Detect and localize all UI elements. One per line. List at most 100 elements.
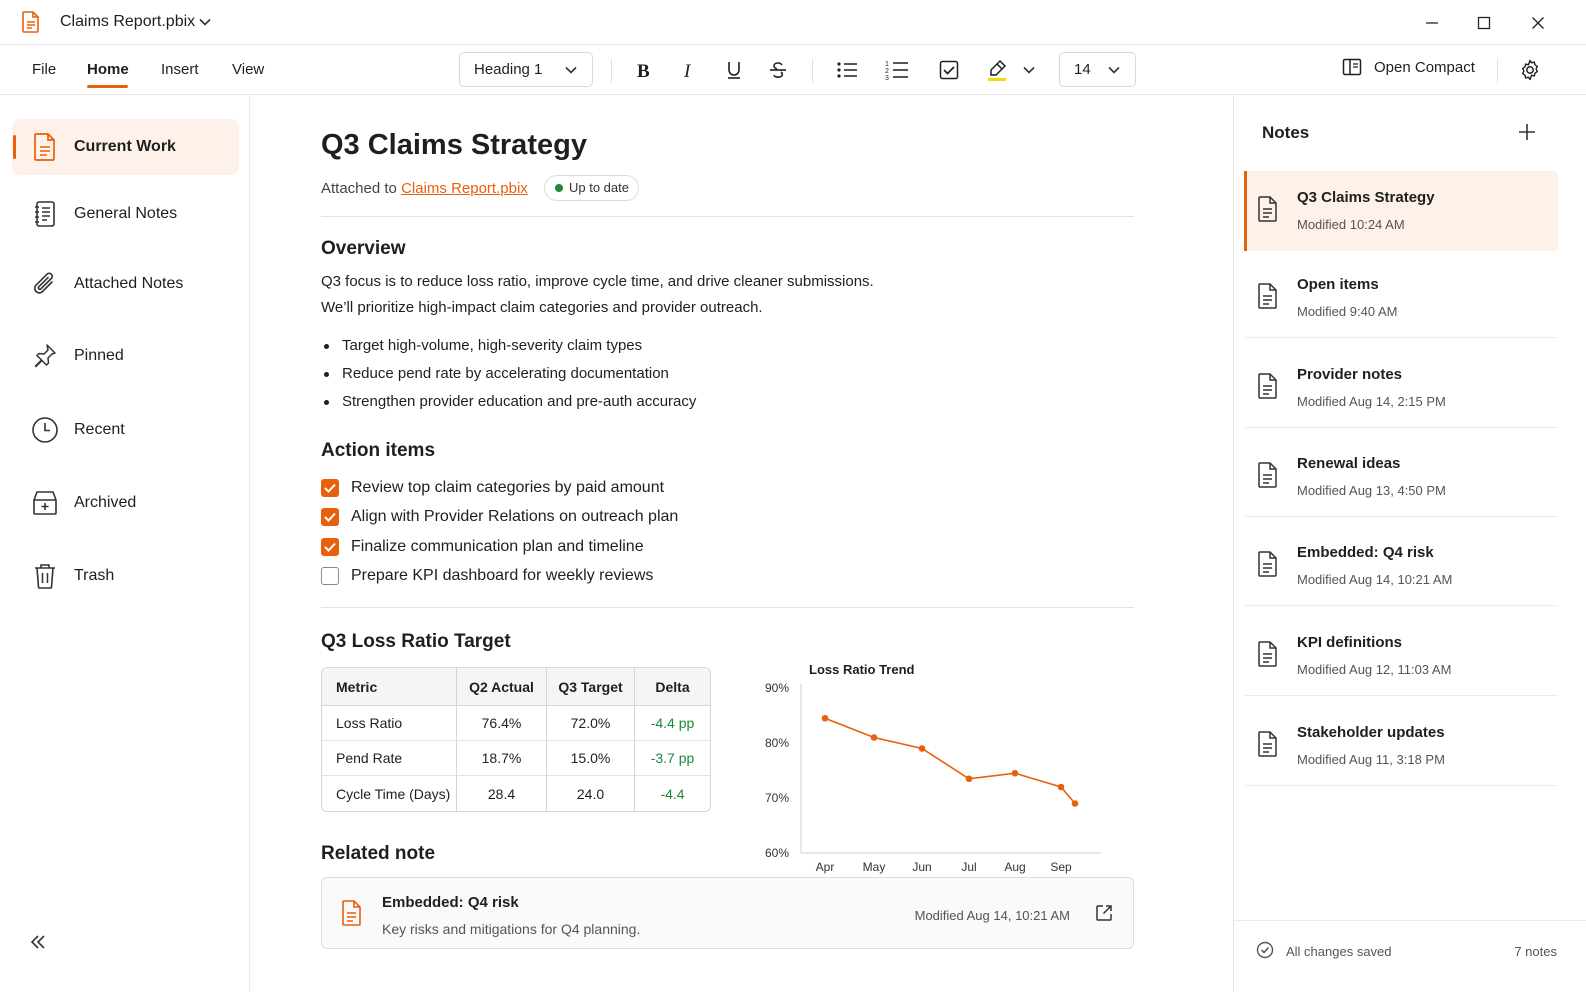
action-item-label: Finalize communication plan and timeline [351,538,644,555]
tab-home[interactable]: Home [87,61,129,78]
note-modified: Modified Aug 13, 4:50 PM [1297,483,1446,498]
italic-button[interactable]: I [675,57,701,83]
related-note-card[interactable]: Embedded: Q4 risk Key risks and mitigati… [321,877,1134,949]
note-modified: Modified Aug 12, 11:03 AM [1297,662,1452,677]
attached-prefix: Attached to [321,180,397,197]
close-button[interactable] [1526,12,1550,34]
font-size-dropdown[interactable]: 14 [1059,52,1136,87]
underline-button[interactable] [721,57,747,83]
checklist-button[interactable] [936,57,962,83]
note-list-item[interactable]: Open items Modified 9:40 AM [1244,258,1558,338]
open-compact-button[interactable]: Open Compact [1342,57,1475,77]
add-note-icon[interactable] [1518,123,1536,141]
checkbox-checked[interactable] [321,538,339,556]
sidebar-item-current-work[interactable]: Current Work [12,119,239,175]
sidebar-item-general-notes[interactable]: General Notes [12,186,239,242]
note-modified: Modified 9:40 AM [1297,304,1398,319]
list-item: Strengthen provider education and pre-au… [321,388,696,416]
checkbox-checked[interactable] [321,479,339,497]
sidebar-item-label: General Notes [74,205,178,222]
table-cell: 76.4% [457,706,547,741]
document-icon [342,900,362,926]
attached-to-line: Attached to Claims Report.pbix [321,180,528,197]
maximize-button[interactable] [1472,12,1496,34]
sidebar-item-label: Trash [74,567,115,584]
sidebar-item-label: Current Work [74,138,176,155]
status-dot [555,184,563,192]
note-title: Open items [1297,276,1379,293]
action-item[interactable]: Prepare KPI dashboard for weekly reviews [321,564,653,588]
window-title[interactable]: Claims Report.pbix [60,13,196,30]
notebook-icon [31,199,59,229]
document-icon [1258,551,1278,577]
table-cell: 18.7% [457,741,547,776]
x-tick-label: Aug [1004,860,1025,874]
sidebar-item-attached-notes[interactable]: Attached Notes [12,256,239,312]
action-item[interactable]: Finalize communication plan and timeline [321,535,644,559]
overview-line: Q3 focus is to reduce loss ratio, improv… [321,273,874,290]
compact-view-icon [1342,57,1362,77]
chevron-down-icon [1107,63,1121,77]
note-modified: Modified Aug 14, 10:21 AM [1297,572,1453,587]
action-item[interactable]: Align with Provider Relations on outreac… [321,505,678,529]
title-chevron-down-icon[interactable] [198,15,212,29]
data-point [821,714,829,722]
open-external-icon[interactable] [1095,904,1113,922]
tab-file[interactable]: File [32,61,57,78]
sidebar-item-pinned[interactable]: Pinned [12,328,239,384]
action-item[interactable]: Review top claim categories by paid amou… [321,476,664,500]
tab-view[interactable]: View [232,61,265,78]
sidebar-item-archived[interactable]: Archived [12,475,239,531]
highlight-chevron-down-icon[interactable] [1016,57,1042,83]
divider [321,607,1134,608]
data-point [870,734,878,741]
note-list-item[interactable]: KPI definitions Modified Aug 12, 11:03 AM [1244,616,1558,696]
checkbox-checked[interactable] [321,508,339,526]
y-tick-label: 90% [765,681,789,695]
table-cell-delta: -4.4 pp [635,706,710,741]
document-icon [1258,283,1278,309]
attached-file-link[interactable]: Claims Report.pbix [401,180,528,197]
checkbox-unchecked[interactable] [321,567,339,585]
sidebar-item-label: Archived [74,494,137,511]
sidebar-item-recent[interactable]: Recent [12,402,239,458]
related-note-heading: Related note [321,843,436,864]
y-tick-label: 70% [765,791,789,805]
action-item-label: Prepare KPI dashboard for weekly reviews [351,567,654,584]
svg-text:2: 2 [885,68,889,75]
note-title: Renewal ideas [1297,455,1401,472]
note-list-item[interactable]: Stakeholder updates Modified Aug 11, 3:18… [1244,706,1558,786]
list-item: Reduce pend rate by accelerating documen… [321,360,696,388]
sidebar-item-label: Pinned [74,347,124,364]
settings-gear-icon[interactable] [1517,57,1543,83]
tab-insert[interactable]: Insert [161,61,199,78]
note-list-item[interactable]: Q3 Claims Strategy Modified 10:24 AM [1244,171,1558,251]
highlighter-icon[interactable] [984,57,1010,83]
note-list-item[interactable]: Embedded: Q4 risk Modified Aug 14, 10:21 … [1244,526,1558,606]
strikethrough-button[interactable] [765,57,791,83]
collapse-sidebar-icon[interactable] [28,932,48,952]
page-title[interactable]: Q3 Claims Strategy [321,129,587,161]
bullet-list-button[interactable] [834,57,860,83]
data-point [918,745,926,752]
x-tick-label: Apr [816,860,835,874]
svg-text:B: B [637,61,650,80]
loss-ratio-trend-chart: Loss Ratio Trend 90% 80% 70% 60% Apr May Jun Jul… [765,662,1101,874]
style-dropdown[interactable]: Heading 1 [459,52,593,87]
note-title: Provider notes [1297,366,1403,383]
note-modified: Modified 10:24 AM [1297,217,1405,232]
svg-text:3: 3 [885,75,889,81]
note-list-item[interactable]: Renewal ideas Modified Aug 13, 4:50 PM [1244,437,1558,517]
kpi-table: Metric Q2 Actual Q3 Target Delta Loss Ra… [321,667,711,812]
table-row: Loss Ratio 76.4% 72.0% -4.4 pp [322,706,710,741]
bold-button[interactable]: B [630,57,656,83]
sidebar-item-trash[interactable]: Trash [12,548,239,604]
minimize-button[interactable] [1420,12,1444,34]
notes-panel: Notes Q3 Claims Strategy Modified 10:24 A… [1233,96,1586,992]
note-list-item[interactable]: Provider notes Modified Aug 14, 2:15 PM [1244,348,1558,428]
note-editor[interactable]: Q3 Claims Strategy Attached to Claims Re… [251,96,1233,992]
style-dropdown-value: Heading 1 [474,61,543,78]
active-indicator [13,135,16,159]
